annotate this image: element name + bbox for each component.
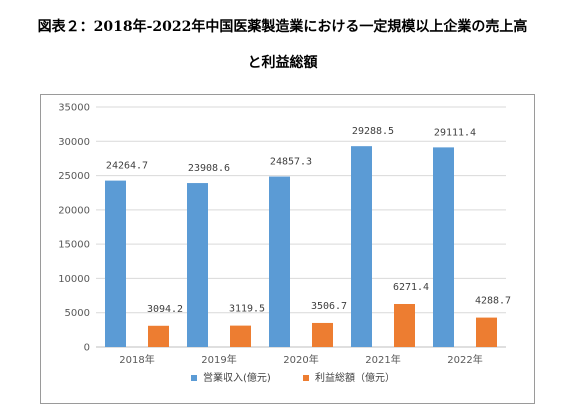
legend-swatch-revenue xyxy=(191,375,197,381)
revenue-data-label: 29288.5 xyxy=(352,126,394,137)
profit-data-label: 4288.7 xyxy=(475,296,511,307)
profit-data-label: 3119.5 xyxy=(229,304,265,315)
chart-frame: 0 5000 10000 15000 20000 25000 30000 35000 24264… xyxy=(40,94,535,404)
profit-data-label: 3506.7 xyxy=(311,301,347,312)
profit-data-label: 6271.4 xyxy=(393,282,429,293)
profit-bar xyxy=(476,317,497,347)
revenue-bar xyxy=(269,176,290,347)
y-tick-label: 15000 xyxy=(58,240,90,251)
profit-bar xyxy=(148,325,169,347)
revenue-bar xyxy=(433,147,454,347)
revenue-data-label: 29111.4 xyxy=(434,127,476,138)
y-tick-label: 5000 xyxy=(65,308,90,319)
revenue-bar xyxy=(105,180,126,347)
chart-title-line-1: 図表２：2018年-2022年中国医薬製造業における一定規模以上企業の売上高 xyxy=(37,19,528,35)
legend-label-profit: 利益総額（億元） xyxy=(315,371,395,384)
profit-bar xyxy=(230,325,251,347)
revenue-bar xyxy=(351,146,372,347)
revenue-data-label: 24264.7 xyxy=(106,161,148,172)
y-tick-label: 35000 xyxy=(58,103,90,114)
x-tick-label: 2021年 xyxy=(365,353,400,366)
y-tick-label: 0 xyxy=(84,343,90,354)
profit-bar xyxy=(312,322,333,347)
y-tick-label: 20000 xyxy=(58,205,90,216)
x-tick-label: 2018年 xyxy=(119,353,154,366)
chart-title-line-2: と利益総額 xyxy=(247,55,318,71)
legend-swatch-profit xyxy=(303,375,309,381)
y-tick-label: 25000 xyxy=(58,171,90,182)
profit-bar xyxy=(394,303,415,347)
revenue-bar xyxy=(187,183,208,347)
y-tick-label: 30000 xyxy=(58,137,90,148)
revenue-data-label: 24857.3 xyxy=(270,157,312,168)
bar-chart: 0 5000 10000 15000 20000 25000 30000 35000 24264… xyxy=(58,103,511,385)
y-tick-label: 10000 xyxy=(58,274,90,285)
legend-label-revenue: 営業収入(億元) xyxy=(203,371,271,384)
x-tick-label: 2022年 xyxy=(447,353,482,366)
x-tick-label: 2020年 xyxy=(283,353,318,366)
x-tick-label: 2019年 xyxy=(201,353,236,366)
profit-data-label: 3094.2 xyxy=(147,304,183,315)
revenue-data-label: 23908.6 xyxy=(188,163,230,174)
